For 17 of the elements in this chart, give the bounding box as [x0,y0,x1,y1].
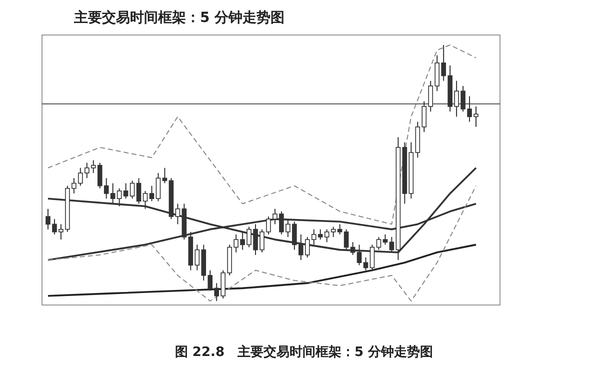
candlestick [330,226,336,238]
caption: 图 22.8 主要交易时间框架：5 分钟走势图 [174,344,434,360]
candlestick [156,172,161,202]
candlestick [363,256,368,271]
candlestick [136,178,142,204]
candlestick [337,224,342,235]
candlestick [142,190,148,210]
chart-title: 主要交易时间框架：5 分钟走势图 [73,9,285,26]
candlestick [376,236,382,250]
candlestick [130,180,135,200]
candlestick [382,234,388,246]
candlestick [162,167,168,184]
candlestick [175,203,180,225]
candlestick [116,188,122,207]
candlestick [344,228,349,250]
candlestick [149,185,154,202]
candlestick [123,182,128,200]
